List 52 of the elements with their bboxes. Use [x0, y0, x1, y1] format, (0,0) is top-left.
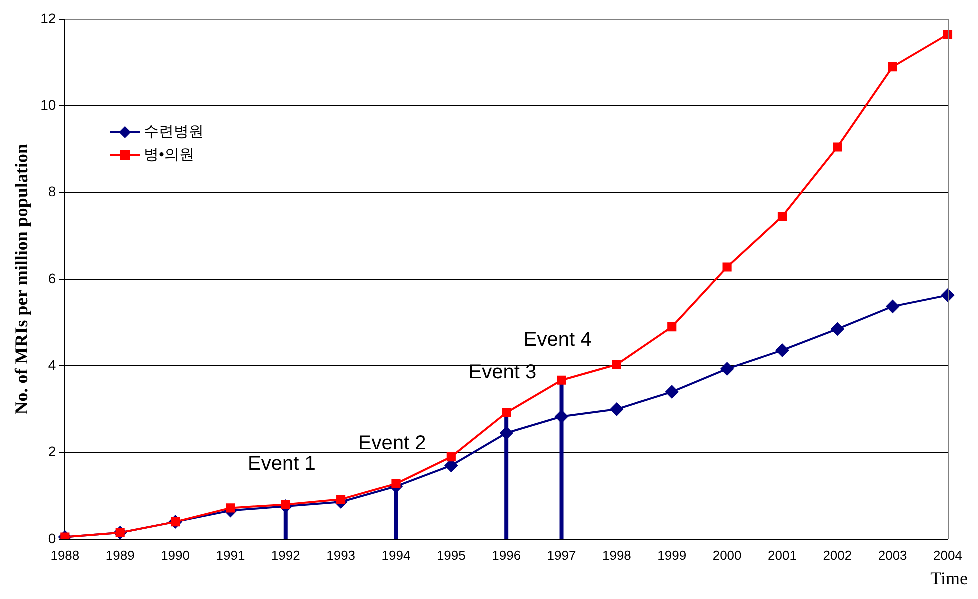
- x-tick-label: 1994: [382, 548, 411, 563]
- y-tick-label: 4: [48, 356, 56, 373]
- point: [778, 212, 788, 222]
- x-tick-label: 2001: [768, 548, 797, 563]
- ref-line-label: Event 2: [358, 432, 426, 454]
- x-tick-label: 1988: [50, 548, 80, 563]
- x-tick-label: 1995: [436, 548, 466, 563]
- point: [886, 300, 900, 314]
- point: [888, 62, 898, 72]
- point: [281, 500, 290, 510]
- x-tick-label: 1999: [658, 548, 687, 563]
- point: [610, 402, 624, 416]
- x-tick-label: 1992: [271, 548, 300, 563]
- y-tick-label: 10: [40, 96, 56, 113]
- point: [776, 344, 789, 357]
- y-tick-label: 0: [48, 530, 56, 546]
- point: [612, 360, 622, 370]
- y-tick-label: 6: [48, 270, 56, 286]
- x-tick-label: 1991: [216, 548, 246, 563]
- ref-line-label: Event 4: [524, 328, 592, 351]
- x-tick-label: 2003: [878, 548, 908, 563]
- y-tick-label: 8: [48, 184, 56, 200]
- point: [555, 410, 568, 424]
- ref-line-label: Event 1: [248, 453, 316, 476]
- y-tick-label: 2: [48, 444, 56, 460]
- point: [502, 408, 512, 418]
- point: [831, 322, 844, 336]
- legend-label: 수련병원: [144, 124, 204, 141]
- x-tick-label: 1989: [106, 548, 135, 563]
- point: [557, 376, 566, 385]
- point: [833, 142, 842, 152]
- x-tick-label: 1997: [547, 548, 576, 563]
- point: [666, 386, 679, 399]
- point: [392, 479, 401, 488]
- y-tick-label: 12: [40, 10, 56, 26]
- y-axis-title: No. of MRIs per million population: [11, 144, 32, 415]
- legend-label: 병•의원: [144, 146, 194, 164]
- point: [668, 322, 677, 332]
- point: [722, 262, 732, 272]
- point: [500, 426, 514, 440]
- x-tick-label: 1998: [602, 548, 632, 563]
- point: [943, 30, 953, 40]
- x-tick-label: 2002: [823, 548, 852, 563]
- x-tick-label: 2004: [934, 548, 962, 563]
- point: [720, 362, 734, 376]
- x-axis-title: Time: [930, 568, 968, 589]
- x-tick-label: 1996: [492, 548, 522, 563]
- x-tick-label: 1993: [326, 548, 356, 563]
- x-tick-label: 2000: [712, 548, 742, 563]
- x-tick-label: 1990: [161, 548, 190, 563]
- point: [336, 495, 346, 504]
- point: [446, 452, 456, 462]
